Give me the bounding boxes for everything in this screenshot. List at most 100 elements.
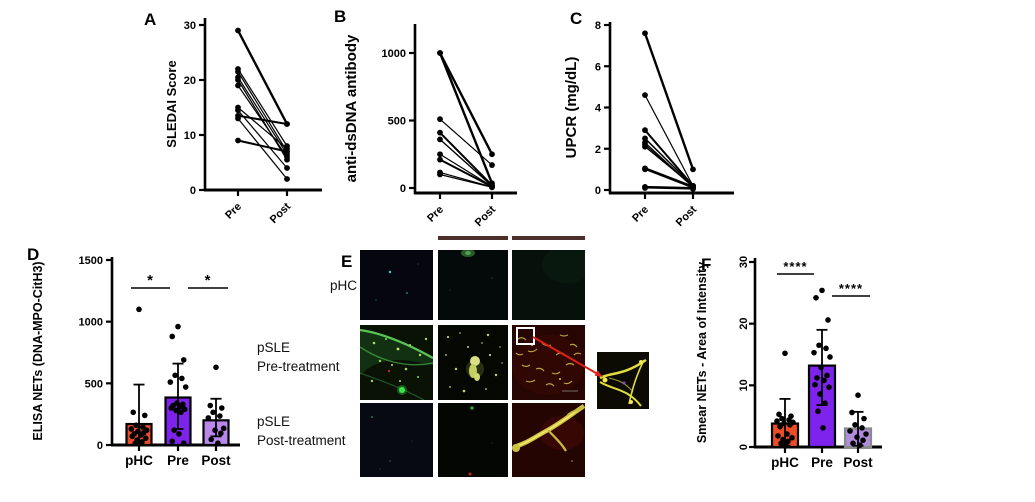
y-axis-label: ELISA NETs (DNA-MPO-CitH3) — [31, 261, 45, 440]
svg-text:6: 6 — [595, 61, 601, 73]
svg-text:10: 10 — [738, 379, 750, 391]
svg-text:UPCR (mg/dL): UPCR (mg/dL) — [563, 57, 580, 159]
x-category-labels: Pre Post — [223, 190, 293, 226]
chart-elisa-nets: 0 500 1000 1500 ELISA NETs (DNA-MPO-CitH3) pH… — [31, 255, 240, 468]
micrograph-phc-3 — [512, 250, 585, 320]
svg-text:Pre: Pre — [223, 201, 244, 222]
svg-text:0: 0 — [190, 185, 196, 197]
svg-text:pHC: pHC — [771, 455, 799, 470]
axes — [413, 24, 517, 195]
svg-text:****: **** — [839, 281, 863, 296]
x-category-labels: pHC Pre Post — [771, 447, 873, 470]
micrograph-pre-1 — [360, 325, 433, 400]
e-row-label-line: pSLE — [257, 414, 291, 429]
y-axis-label: Smear NETs - Area of Intensity — [695, 262, 709, 443]
svg-text:20: 20 — [184, 75, 196, 87]
micrograph-pre-3 — [512, 325, 585, 400]
panel-letter-e: E — [341, 252, 353, 271]
y-ticks: 0 10 20 30 — [184, 20, 205, 197]
svg-text:500: 500 — [388, 116, 406, 128]
x-category-labels: Pre Post — [425, 193, 498, 229]
scatter-dots — [774, 287, 869, 448]
y-axis-label: UPCR (mg/dL) — [563, 57, 580, 159]
svg-text:1500: 1500 — [79, 255, 103, 267]
svg-text:*: * — [147, 272, 154, 289]
svg-text:1000: 1000 — [382, 48, 406, 60]
svg-text:Post: Post — [674, 203, 700, 229]
micrograph-phc-1 — [360, 250, 433, 320]
e-row-label-phc: pHC — [300, 276, 357, 295]
paired-lines — [438, 52, 494, 188]
svg-text:30: 30 — [738, 256, 750, 268]
roi-box — [516, 327, 535, 345]
svg-text:Pre: Pre — [167, 453, 189, 468]
cropped-image-edge — [438, 236, 508, 240]
data-points — [235, 27, 290, 182]
svg-text:*: * — [205, 272, 212, 289]
svg-text:SLEDAI Score: SLEDAI Score — [164, 60, 179, 147]
panel-letter-c: C — [570, 9, 583, 28]
y-ticks: 0 2 4 6 8 — [595, 20, 610, 197]
chart-sledai-score: 0 10 20 30 SLEDAI Score Pre Post — [164, 18, 322, 226]
e-row-label-line: Pre-treatment — [257, 359, 340, 374]
svg-text:anti-dsDNA antibody: anti-dsDNA antibody — [343, 34, 360, 182]
chart-anti-dsdna: 0 500 1000 anti-dsDNA antibody Pre Post — [343, 24, 517, 229]
svg-text:Post: Post — [473, 203, 499, 229]
e-row-label-line: pHC — [329, 278, 357, 293]
axes — [203, 18, 322, 192]
svg-text:2: 2 — [595, 144, 601, 156]
paired-lines — [643, 32, 695, 190]
panel-letter-a: A — [144, 10, 157, 29]
svg-text:Pre: Pre — [425, 204, 446, 225]
scatter-dots — [128, 306, 227, 447]
svg-text:30: 30 — [184, 20, 196, 32]
svg-text:8: 8 — [595, 20, 601, 32]
svg-text:Post: Post — [843, 455, 873, 470]
svg-text:****: **** — [783, 259, 807, 274]
micrograph-pre-2 — [438, 325, 508, 400]
y-axis-label: anti-dsDNA antibody — [343, 34, 360, 182]
significance-bars: * * — [131, 272, 228, 289]
magnified-inset — [597, 352, 649, 409]
e-row-label-line: pSLE — [257, 340, 291, 355]
e-row-label-pre-treatment: pSLE Pre-treatment — [257, 338, 340, 376]
svg-text:0: 0 — [97, 440, 103, 452]
x-category-labels: Pre Post — [630, 193, 699, 229]
svg-text:Post: Post — [268, 200, 294, 226]
svg-text:10: 10 — [184, 130, 196, 142]
y-ticks: 0 10 20 30 — [738, 256, 755, 450]
svg-text:20: 20 — [738, 318, 750, 330]
micrograph-phc-2 — [438, 250, 508, 320]
panel-letter-f: F — [701, 255, 712, 274]
svg-text:500: 500 — [85, 378, 103, 390]
y-axis-label: SLEDAI Score — [164, 60, 179, 147]
svg-text:0: 0 — [595, 185, 601, 197]
data-points — [642, 30, 696, 192]
micrograph-post-1 — [360, 403, 433, 477]
micrograph-post-2 — [438, 403, 508, 477]
cropped-image-edge — [512, 236, 585, 240]
e-row-label-line: Post-treatment — [257, 433, 346, 448]
svg-text:ELISA NETs (DNA-MPO-CitH3): ELISA NETs (DNA-MPO-CitH3) — [31, 261, 45, 440]
paired-lines — [236, 29, 289, 180]
chart-smear-nets: 0 10 20 30 Smear NETs - Area of Intensity pHC… — [695, 256, 882, 470]
panel-letter-b: B — [334, 7, 347, 26]
e-row-label-post-treatment: pSLE Post-treatment — [257, 412, 346, 450]
data-points — [437, 50, 495, 191]
svg-text:Pre: Pre — [811, 455, 833, 470]
svg-text:0: 0 — [400, 183, 406, 195]
callout-arrow — [532, 336, 603, 377]
svg-text:1000: 1000 — [79, 317, 103, 329]
chart-upcr: 0 2 4 6 8 UPCR (mg/dL) Pre Post — [563, 20, 734, 229]
x-category-labels: pHC Pre Post — [125, 445, 231, 468]
panel-letter-d: D — [27, 245, 40, 264]
micrograph-post-3 — [512, 403, 585, 477]
y-ticks: 0 500 1000 — [382, 48, 415, 195]
svg-text:Post: Post — [201, 453, 231, 468]
svg-text:pHC: pHC — [125, 453, 153, 468]
y-ticks: 0 500 1000 1500 — [79, 255, 112, 452]
svg-text:4: 4 — [595, 103, 602, 115]
svg-text:Smear NETs - Area of Intensity: Smear NETs - Area of Intensity — [695, 262, 709, 443]
svg-text:Pre: Pre — [630, 204, 651, 225]
